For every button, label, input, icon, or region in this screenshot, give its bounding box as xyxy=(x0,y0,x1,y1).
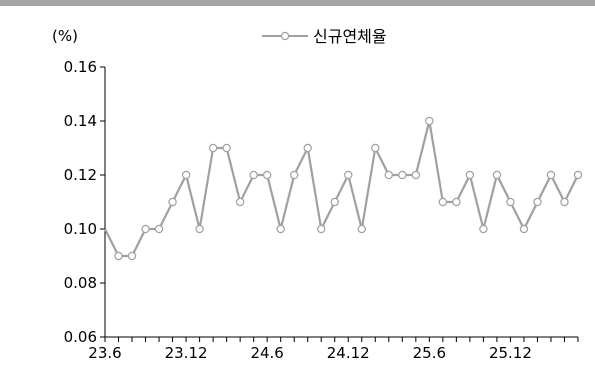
data-point xyxy=(127,251,137,261)
data-point xyxy=(573,170,583,180)
data-point xyxy=(303,143,312,153)
data-point xyxy=(141,224,150,234)
y-axis: 0.16 0.14 0.12 0.10 0.08 0.06 xyxy=(64,58,106,346)
data-point xyxy=(262,170,272,180)
data-point xyxy=(506,197,515,207)
data-point xyxy=(114,251,123,261)
legend: 신규연체율 xyxy=(262,27,387,46)
data-point xyxy=(276,224,285,234)
y-tick-label: 0.06 xyxy=(64,328,97,346)
top-rule xyxy=(0,0,595,6)
data-point xyxy=(384,170,393,180)
data-point xyxy=(519,224,529,234)
x-tick-label: 25.6 xyxy=(413,344,446,362)
data-point xyxy=(344,170,353,180)
data-point xyxy=(249,170,258,180)
y-tick-label: 0.16 xyxy=(64,58,97,76)
data-point xyxy=(181,170,191,180)
data-point xyxy=(560,197,569,207)
data-point xyxy=(330,197,339,207)
data-point xyxy=(222,143,231,153)
data-point xyxy=(546,170,556,180)
data-point xyxy=(195,224,204,234)
data-point xyxy=(411,170,421,180)
data-point xyxy=(425,116,434,126)
data-point xyxy=(479,224,488,234)
y-tick-label: 0.12 xyxy=(64,166,97,184)
series-line xyxy=(104,119,579,258)
y-unit-label: (%) xyxy=(52,27,78,45)
legend-marker xyxy=(280,31,290,41)
data-point xyxy=(235,197,245,207)
data-point xyxy=(371,143,380,153)
data-point xyxy=(452,197,461,207)
data-point xyxy=(492,170,502,180)
x-tick-label: 24.12 xyxy=(327,344,370,362)
data-point xyxy=(168,197,177,207)
data-point xyxy=(398,170,407,180)
legend-label: 신규연체율 xyxy=(313,27,387,46)
y-tick-label: 0.14 xyxy=(64,112,97,130)
x-tick-label: 24.6 xyxy=(250,344,283,362)
x-tick-label: 23.6 xyxy=(88,344,121,362)
data-point xyxy=(317,224,326,234)
data-point xyxy=(290,170,299,180)
y-tick-label: 0.08 xyxy=(64,274,97,292)
y-tick-label: 0.10 xyxy=(64,220,97,238)
plot-area xyxy=(104,116,583,261)
data-point xyxy=(154,224,164,234)
data-point xyxy=(465,170,475,180)
x-tick-label: 25.12 xyxy=(489,344,532,362)
x-tick-label: 23.12 xyxy=(165,344,208,362)
data-point xyxy=(533,197,542,207)
data-point xyxy=(208,143,218,153)
data-point xyxy=(357,224,366,234)
data-point xyxy=(438,197,448,207)
x-axis: 23.6 23.12 24.6 24.12 25.6 25.12 xyxy=(88,336,579,362)
